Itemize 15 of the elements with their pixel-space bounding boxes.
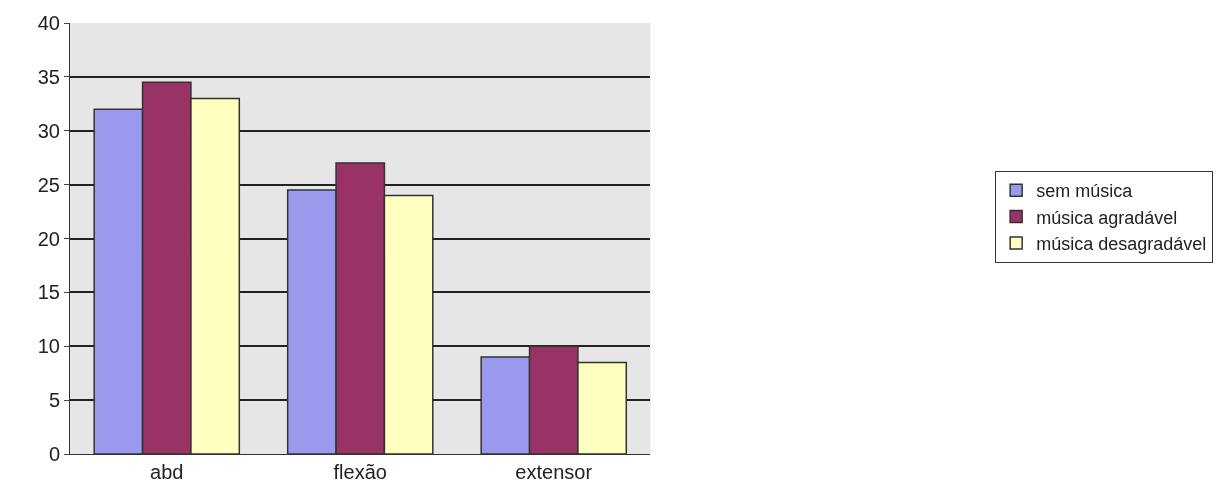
- y-tick-label: 25: [37, 173, 60, 196]
- y-tick-label: 20: [37, 227, 60, 250]
- y-tick-label: 5: [48, 389, 60, 412]
- y-tick-label: 10: [37, 335, 60, 358]
- x-tick-label: extensor: [515, 461, 593, 483]
- legend-label: música agradável: [1036, 207, 1178, 228]
- legend-label: sem música: [1036, 181, 1134, 202]
- legend-label: música desagradável: [1036, 233, 1207, 254]
- y-tick-label: 0: [48, 443, 60, 465]
- y-tick-label: 15: [37, 281, 60, 304]
- x-tick-label: abd: [150, 461, 184, 483]
- y-tick-label: 35: [37, 65, 60, 88]
- x-tick-label: flexão: [333, 461, 387, 483]
- y-tick-label: 40: [37, 12, 60, 34]
- y-tick-label: 30: [37, 119, 60, 142]
